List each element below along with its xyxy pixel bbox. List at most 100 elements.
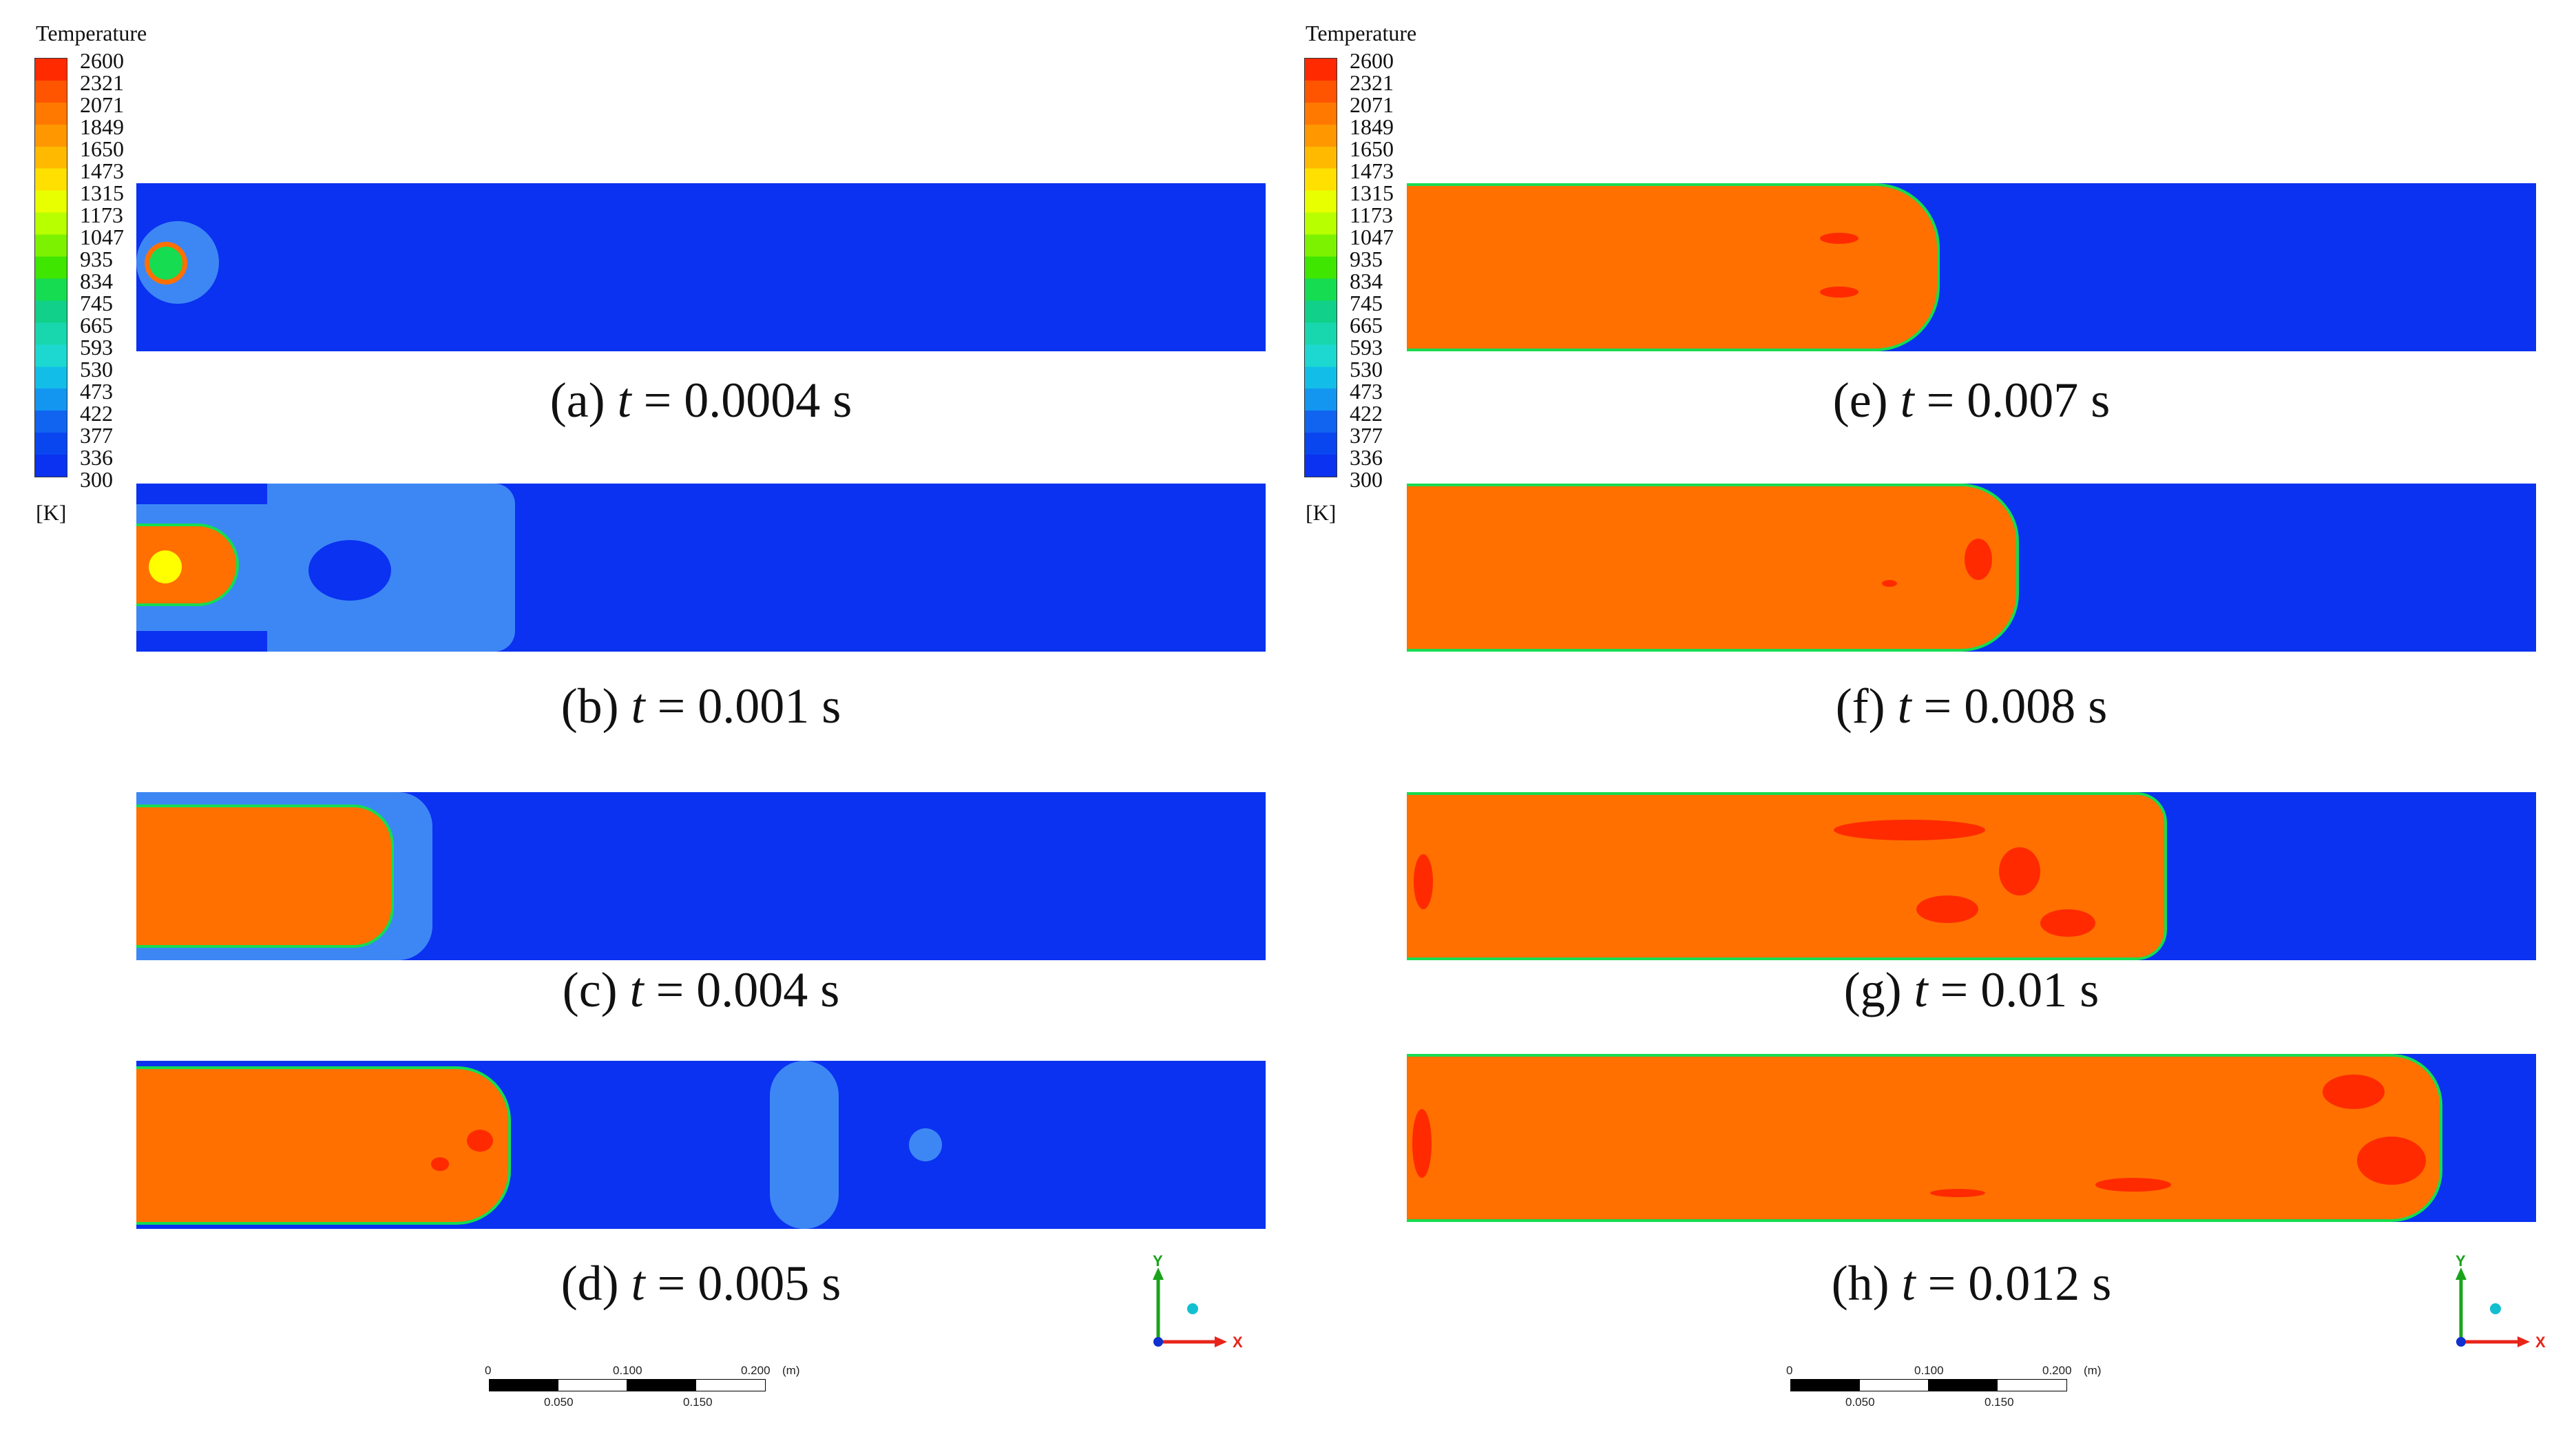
scale-segment-light	[695, 1379, 766, 1391]
hotspot	[1930, 1189, 1985, 1197]
caption-a: (a) t = 0.0004 s	[549, 373, 852, 428]
legend-tick: 935	[1350, 247, 1383, 271]
legend-tick: 1173	[1350, 203, 1393, 227]
caption-c: (c) t = 0.004 s	[562, 962, 840, 1017]
legend-tick: 1473	[80, 158, 124, 183]
scale-tick-label: 0.050	[544, 1396, 574, 1409]
hotspot	[1820, 287, 1858, 298]
scale-tick-label: 0.050	[1845, 1396, 1875, 1409]
hotspot	[1834, 820, 1985, 840]
scale-segment-dark	[1790, 1379, 1861, 1391]
contour-panel-g	[1407, 792, 2536, 960]
scale-segment-light	[1859, 1379, 1929, 1391]
caption-e: (e) t = 0.007 s	[1832, 373, 2111, 428]
hotspot	[1916, 895, 1978, 923]
hotspot	[1882, 580, 1897, 587]
x-axis-arrow	[1215, 1336, 1227, 1347]
legend-tick: 665	[80, 313, 113, 338]
scale-segment-dark	[489, 1379, 559, 1391]
legend-tick: 1650	[80, 136, 124, 161]
legend-tick: 422	[80, 401, 113, 426]
contour-panel-e	[1407, 183, 2536, 351]
cold-bubble	[308, 540, 391, 601]
scale-unit: (m)	[2084, 1364, 2102, 1377]
warm-spot	[909, 1128, 942, 1161]
hotspot	[2040, 909, 2095, 937]
legend-unit-left: [K]	[36, 500, 67, 525]
caption-d: (d) t = 0.005 s	[561, 1256, 841, 1311]
legend-tick: 593	[1350, 335, 1383, 360]
hotspot	[431, 1157, 449, 1171]
scale-segment-dark	[627, 1379, 697, 1391]
legend-tick: 473	[1350, 379, 1383, 404]
contour-panel-a	[136, 183, 1266, 351]
flame-front	[1407, 186, 1937, 349]
y-axis-label: Y	[1153, 1254, 1163, 1270]
legend-color-bar-left	[34, 58, 67, 477]
contour-panel-c	[136, 792, 1266, 960]
legend-tick: 377	[1350, 423, 1383, 448]
legend-tick: 593	[80, 335, 113, 360]
legend-tick: 2321	[1350, 70, 1394, 95]
contour-panel-d	[136, 1061, 1266, 1229]
legend-tick: 377	[80, 423, 113, 448]
legend-tick: 745	[80, 291, 113, 315]
scale-tick-label: 0.150	[683, 1396, 713, 1409]
legend-tick: 530	[1350, 357, 1383, 382]
legend-tick-labels-left: 2600 2321 2071 1849 1650 1473 1315 1173 …	[80, 50, 149, 490]
legend-unit-right: [K]	[1306, 500, 1337, 525]
origin-dot	[1153, 1337, 1163, 1347]
cold-pocket-bottom	[136, 631, 267, 652]
legend-tick: 2600	[80, 48, 124, 73]
legend-tick: 336	[1350, 445, 1383, 470]
scale-tick-label: 0.150	[1985, 1396, 2014, 1409]
hotspot	[1412, 1109, 1432, 1178]
legend-tick: 1315	[1350, 180, 1394, 205]
scale-unit: (m)	[782, 1364, 800, 1377]
legend-tick: 300	[1350, 467, 1383, 492]
cold-pocket-top	[136, 484, 267, 504]
legend-tick: 336	[80, 445, 113, 470]
pressure-wave-band	[770, 1061, 839, 1229]
axis-triad-right: Y X	[2455, 1254, 2546, 1351]
z-axis-dot	[2490, 1303, 2501, 1314]
legend-tick: 1473	[1350, 158, 1394, 183]
scale-bar-right: 0 0.100 0.200 (m) 0.050 0.150	[1783, 1364, 2114, 1409]
x-axis-arrow	[2517, 1336, 2530, 1347]
scale-tick-label: 0.200	[741, 1364, 771, 1377]
legend-tick: 1173	[80, 203, 123, 227]
contour-panel-h	[1407, 1054, 2536, 1222]
legend-tick: 935	[80, 247, 113, 271]
caption-f: (f) t = 0.008 s	[1835, 678, 2108, 734]
legend-tick: 530	[80, 357, 113, 382]
ignition-kernel-core	[149, 247, 182, 280]
legend-tick-labels-right: 2600 2321 2071 1849 1650 1473 1315 1173 …	[1350, 50, 1418, 490]
hotspot	[1965, 539, 1992, 580]
hotspot	[1820, 233, 1858, 244]
legend-tick: 2321	[80, 70, 124, 95]
legend-tick: 1315	[80, 180, 124, 205]
legend-tick: 834	[1350, 269, 1383, 293]
legend-title-left: Temperature	[36, 21, 147, 45]
legend-tick: 1047	[1350, 225, 1394, 249]
legend-tick: 1650	[1350, 136, 1394, 161]
scale-tick-label: 0.100	[1914, 1364, 1944, 1377]
z-axis-dot	[1187, 1303, 1198, 1314]
legend-tick: 422	[1350, 401, 1383, 426]
legend-tick: 300	[80, 467, 113, 492]
scale-tick-label: 0	[1786, 1364, 1793, 1377]
y-axis-arrow	[2455, 1267, 2467, 1280]
hotspot	[1999, 847, 2040, 895]
legend-tick: 1849	[80, 114, 124, 139]
yellow-hotspot	[149, 550, 182, 583]
flame-front	[136, 1069, 508, 1222]
caption-g: (g) t = 0.01 s	[1843, 962, 2099, 1017]
legend-color-bar-right	[1304, 58, 1337, 477]
legend-tick: 2600	[1350, 48, 1394, 73]
hotspot	[1414, 854, 1433, 909]
flame-front	[1407, 1057, 2440, 1219]
legend-tick: 1849	[1350, 114, 1394, 139]
legend-tick: 2071	[1350, 92, 1394, 117]
legend-title-right: Temperature	[1306, 21, 1417, 45]
scale-bar-left: 0 0.100 0.200 (m) 0.050 0.150	[482, 1364, 813, 1409]
